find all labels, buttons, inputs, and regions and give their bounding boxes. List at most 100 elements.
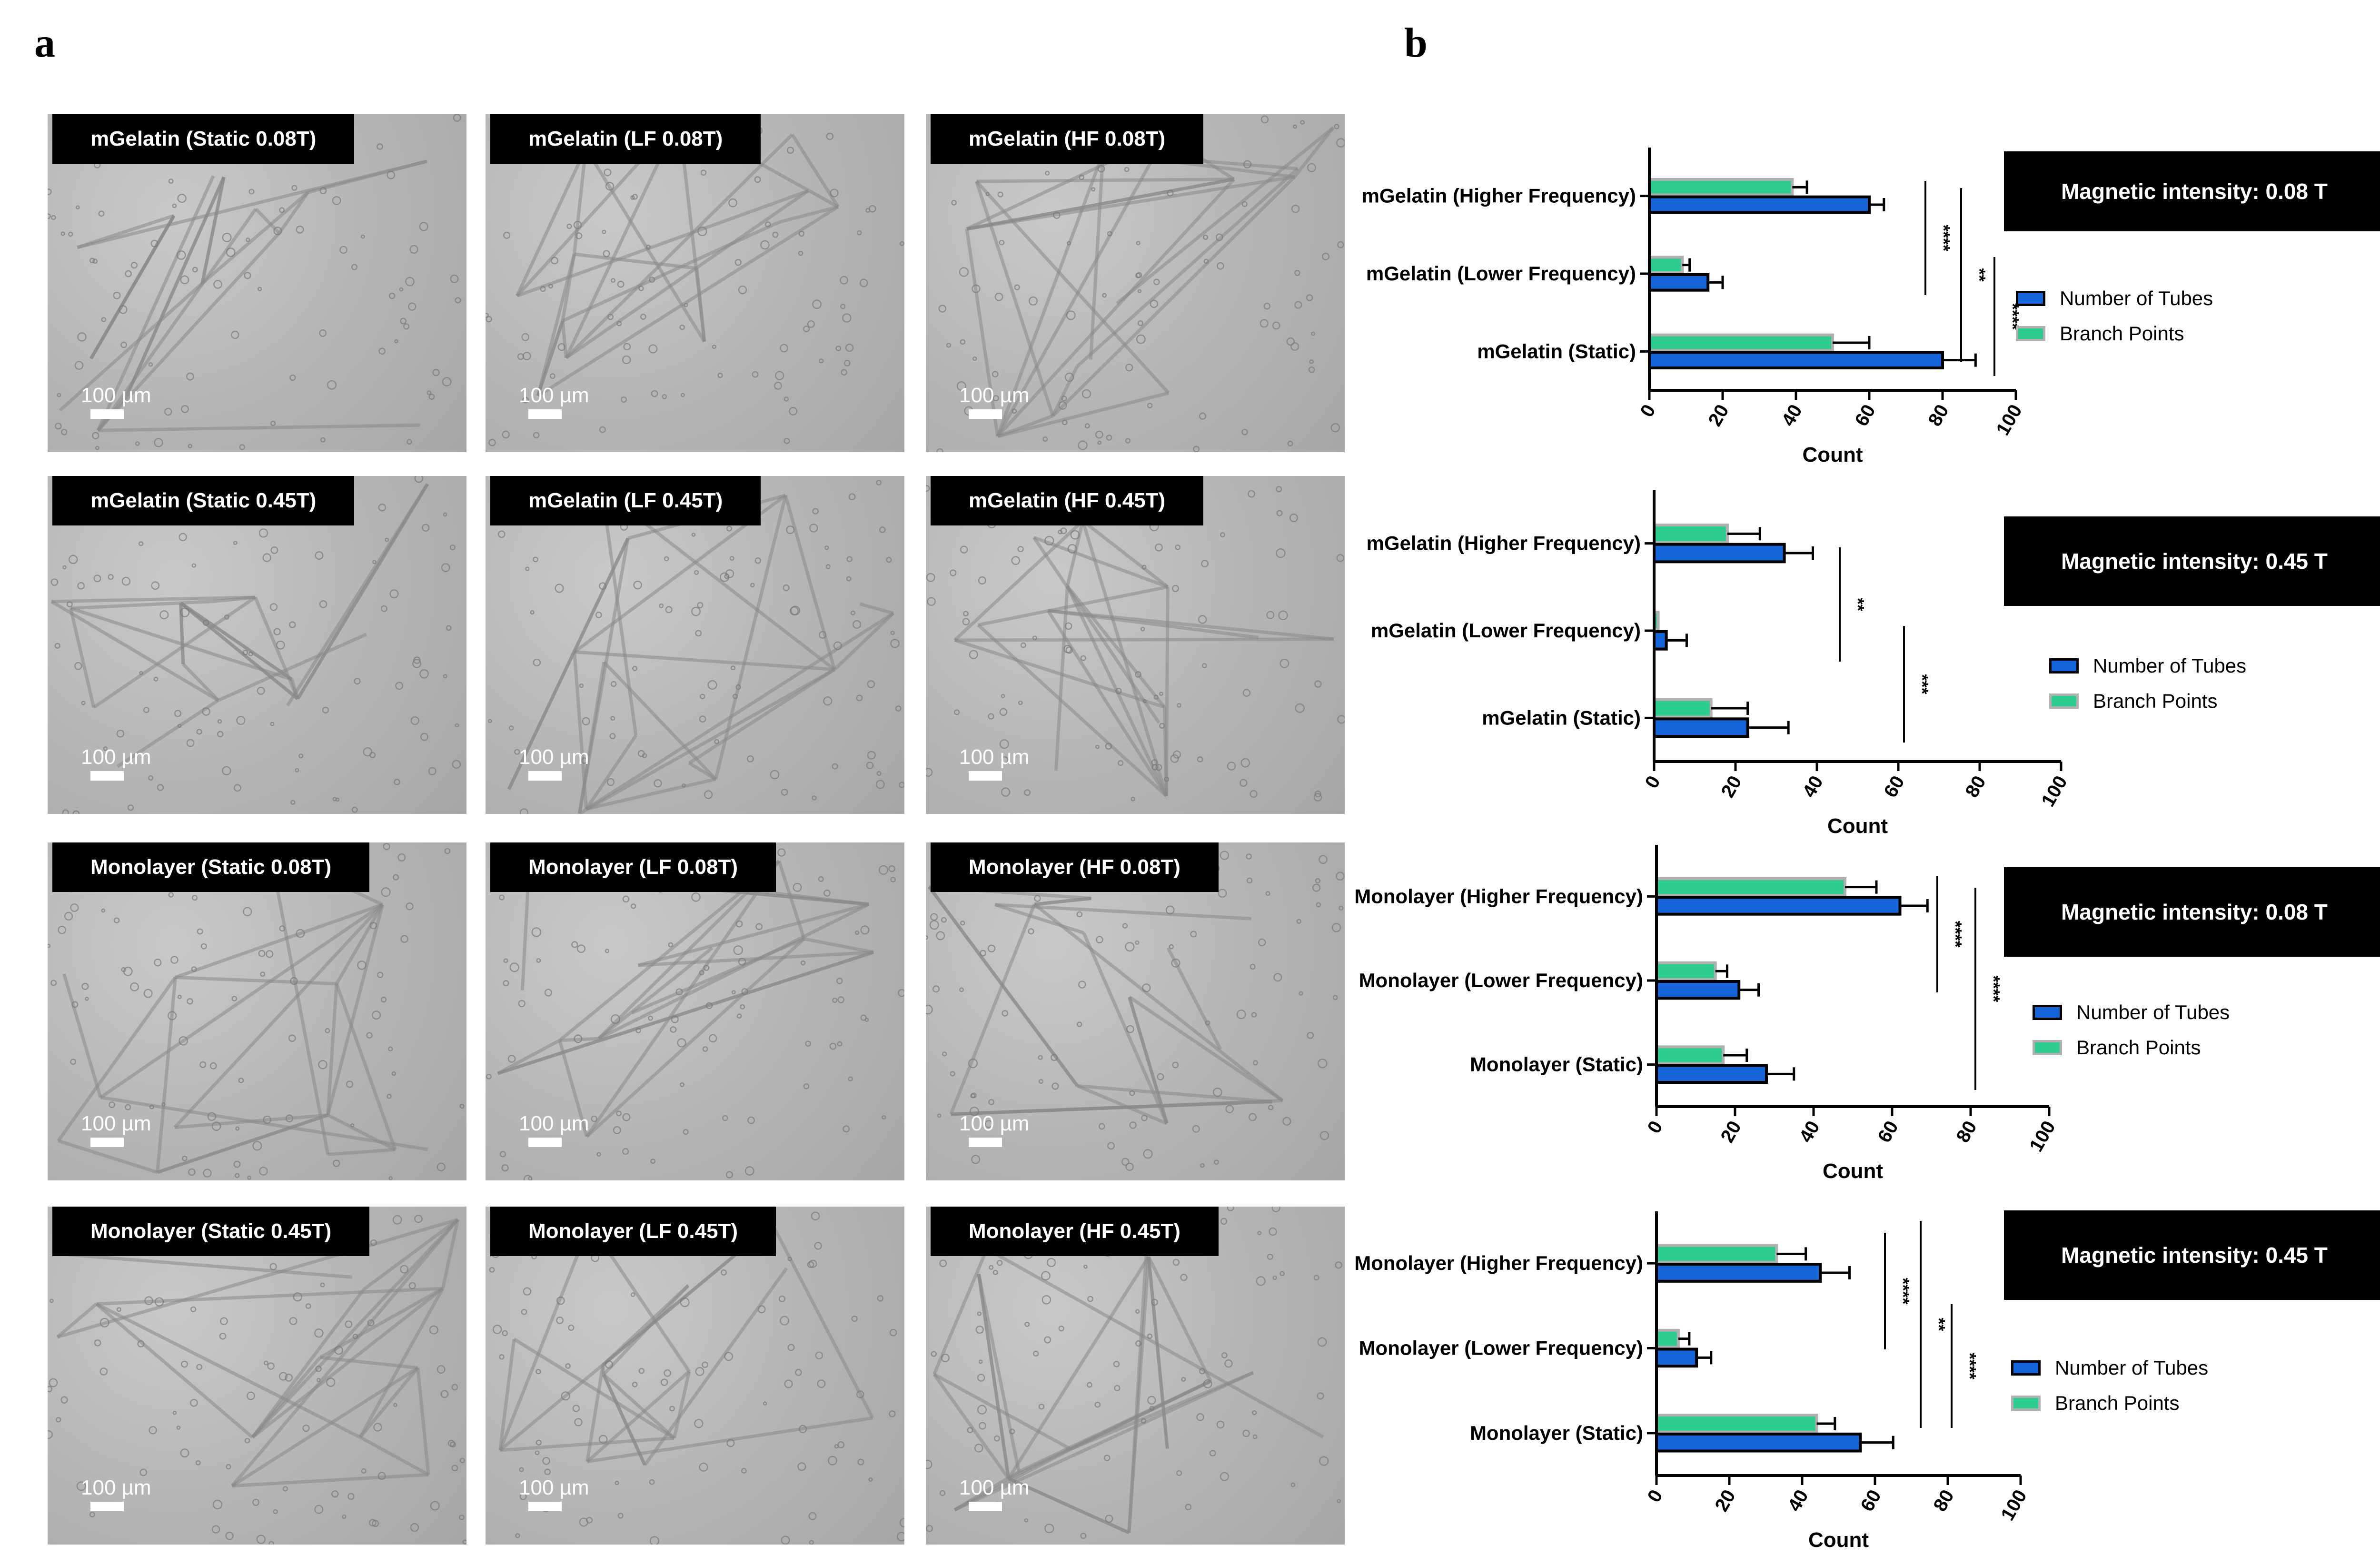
bar-number-of-tubes — [1655, 1263, 1822, 1283]
bar-branch-points — [1655, 961, 1717, 981]
significance-stars: ** — [1970, 268, 1989, 281]
x-tick-label: 0 — [1641, 773, 1665, 792]
legend-swatch — [2011, 1360, 2041, 1376]
category-label: mGelatin (Higher Frequency) — [1367, 532, 1641, 555]
x-tick-label: 60 — [1880, 773, 1908, 802]
category-label: Monolayer (Lower Frequency) — [1359, 969, 1643, 991]
category-label: Monolayer (Higher Frequency) — [1354, 885, 1643, 907]
micrograph-condition-label: Monolayer (Static 0.45T) — [52, 1207, 370, 1256]
cell-network-texture — [48, 1207, 466, 1545]
x-tick-label: 60 — [1851, 401, 1879, 430]
x-tick-label: 0 — [1636, 401, 1660, 421]
chart-legend: Number of Tubes Branch Points — [2033, 995, 2230, 1065]
x-tick-label: 80 — [1929, 1486, 1958, 1515]
bar-branch-points — [1648, 178, 1794, 197]
bar-number-of-tubes — [1648, 273, 1710, 292]
bar-number-of-tubes — [1653, 717, 1749, 738]
x-tick-label: 100 — [1992, 401, 2026, 439]
scale-bar: 100 µm — [519, 1112, 589, 1147]
cell-network-texture — [926, 1207, 1342, 1539]
micrograph-tile: mGelatin (LF 0.45T) 100 µm — [486, 476, 904, 814]
legend-swatch — [2016, 291, 2045, 306]
x-tick-label: 100 — [1997, 1486, 2031, 1525]
micrograph-condition-label: mGelatin (Static 0.45T) — [52, 476, 355, 525]
x-axis-label: Count — [1823, 1159, 1883, 1183]
significance-stars: ** — [1929, 1317, 1949, 1331]
x-tick-label: 60 — [1856, 1486, 1885, 1515]
category-label: Monolayer (Lower Frequency) — [1359, 1337, 1643, 1359]
scale-bar-label: 100 µm — [81, 745, 151, 769]
micrograph-condition-label: mGelatin (LF 0.45T) — [490, 476, 761, 525]
legend-entry: Number of Tubes — [2049, 648, 2246, 683]
legend-swatch — [2011, 1396, 2041, 1411]
significance-stars: ** — [1848, 598, 1868, 611]
cell-network-texture — [489, 1208, 904, 1545]
legend-label: Number of Tubes — [2093, 654, 2247, 677]
bar-number-of-tubes — [1648, 195, 1871, 214]
micrograph-condition-label: mGelatin (Static 0.08T) — [52, 114, 355, 164]
scale-bar-line — [528, 771, 562, 781]
x-tick-label: 40 — [1784, 1486, 1812, 1515]
scale-bar-line — [969, 409, 1002, 419]
bar-number-of-tubes — [1655, 1347, 1698, 1368]
scale-bar: 100 µm — [959, 745, 1030, 781]
legend-label: Number of Tubes — [2055, 1357, 2209, 1379]
scale-bar: 100 µm — [519, 1476, 589, 1511]
magnetic-intensity-box: Magnetic intensity: 0.45 T — [2004, 516, 2380, 606]
category-label: mGelatin (Higher Frequency) — [1362, 185, 1636, 207]
bar-branch-points — [1648, 256, 1684, 274]
category-label: mGelatin (Lower Frequency) — [1366, 262, 1636, 285]
x-tick-label: 20 — [1711, 1486, 1739, 1515]
significance-stars: *** — [1913, 674, 1932, 694]
legend-swatch — [2016, 326, 2045, 341]
micrograph-condition-label: mGelatin (HF 0.45T) — [931, 476, 1204, 525]
legend-entry: Branch Points — [2016, 316, 2213, 351]
scale-bar-label: 100 µm — [959, 1112, 1030, 1135]
bar-branch-points — [1655, 877, 1846, 897]
bar-number-of-tubes — [1653, 630, 1668, 651]
scale-bar-label: 100 µm — [519, 1112, 589, 1135]
micrograph-tile: mGelatin (HF 0.08T) 100 µm — [926, 114, 1345, 452]
x-tick-label: 20 — [1704, 401, 1733, 430]
legend-entry: Number of Tubes — [2011, 1350, 2208, 1386]
significance-stars: **** — [1946, 921, 1965, 947]
scale-bar: 100 µm — [959, 1476, 1030, 1511]
legend-label: Branch Points — [2076, 1036, 2201, 1059]
scale-bar: 100 µm — [81, 384, 151, 419]
panel-label-b: b — [1404, 20, 1428, 66]
magnetic-intensity-box: Magnetic intensity: 0.08 T — [2004, 151, 2380, 231]
cell-network-texture — [48, 842, 465, 1180]
x-tick-label: 100 — [2037, 773, 2071, 811]
scale-bar: 100 µm — [81, 1476, 151, 1511]
micrograph-tile: mGelatin (Static 0.08T) 100 µm — [48, 114, 466, 452]
bar-branch-points — [1655, 1045, 1725, 1065]
scale-bar: 100 µm — [959, 384, 1030, 419]
bar-branch-points — [1655, 1414, 1818, 1434]
micrograph-tile: mGelatin (Static 0.45T) 100 µm — [48, 476, 466, 814]
scale-bar-label: 100 µm — [519, 1476, 589, 1499]
significance-stars: **** — [1894, 1278, 1913, 1304]
bar-number-of-tubes — [1655, 980, 1741, 1000]
scale-bar-line — [90, 1138, 124, 1147]
scale-bar-line — [969, 1138, 1002, 1147]
x-tick-label: 40 — [1798, 773, 1827, 802]
x-tick-label: 80 — [1961, 773, 1990, 802]
bar-number-of-tubes — [1648, 351, 1944, 369]
bar-number-of-tubes — [1653, 543, 1786, 564]
category-label: Monolayer (Static) — [1470, 1053, 1643, 1076]
category-label: Monolayer (Static) — [1470, 1422, 1643, 1444]
scale-bar-line — [90, 771, 124, 781]
micrograph-tile: Monolayer (HF 0.08T) 100 µm — [926, 842, 1345, 1180]
bar-branch-points — [1653, 524, 1729, 544]
legend-label: Number of Tubes — [2060, 287, 2213, 309]
micrograph-tile: Monolayer (Static 0.08T) 100 µm — [48, 842, 466, 1180]
scale-bar: 100 µm — [959, 1112, 1030, 1147]
scale-bar-line — [969, 771, 1002, 781]
legend-entry: Branch Points — [2011, 1386, 2208, 1421]
x-tick-label: 60 — [1874, 1118, 1902, 1147]
legend-swatch — [2049, 693, 2079, 709]
scale-bar-line — [528, 409, 562, 419]
panel-label-a: a — [34, 20, 55, 66]
scale-bar-label: 100 µm — [81, 1476, 151, 1499]
